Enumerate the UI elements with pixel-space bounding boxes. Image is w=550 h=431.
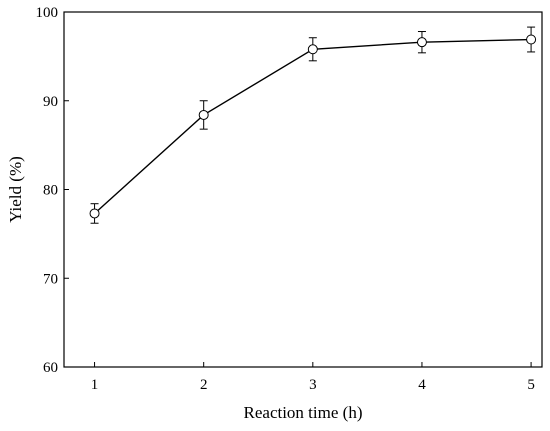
x-tick-label: 5 (527, 377, 535, 393)
data-point (307, 44, 318, 55)
x-axis-title: Reaction time (h) (244, 403, 363, 422)
y-tick-label: 90 (43, 94, 58, 110)
y-tick-label: 70 (43, 271, 58, 287)
x-tick-label: 2 (200, 377, 208, 393)
series-group (89, 26, 537, 224)
plot-frame (63, 11, 543, 368)
x-axis-ticks: 1 2 3 4 5 (91, 362, 535, 393)
x-tick-label: 3 (309, 377, 317, 393)
y-tick-label: 80 (43, 183, 58, 199)
data-point (416, 37, 427, 48)
y-tick-label: 60 (43, 360, 58, 376)
x-tick-label: 4 (418, 377, 426, 393)
y-axis-title: Yield (%) (6, 156, 25, 223)
data-point (89, 208, 100, 219)
x-tick-label: 1 (91, 377, 99, 393)
data-point (198, 109, 209, 120)
series-line (94, 38, 532, 214)
y-tick-label: 100 (36, 5, 59, 21)
y-axis-ticks: 60 70 80 90 100 (36, 5, 69, 376)
data-point (526, 34, 537, 45)
